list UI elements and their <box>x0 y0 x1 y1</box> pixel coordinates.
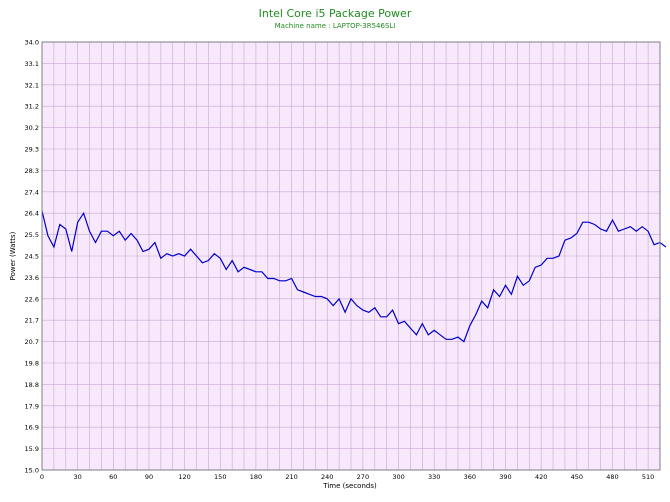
y-tick-label: 25.5 <box>25 231 39 239</box>
x-tick-label: 330 <box>428 473 440 481</box>
y-tick-label: 23.6 <box>25 274 39 282</box>
x-tick-label: 270 <box>357 473 369 481</box>
y-axis-ticks: 15.0 15.9 16.9 17.9 18.8 19.8 20.7 21.7 22.6 23.6… <box>25 39 39 475</box>
y-tick-label: 16.9 <box>25 424 39 432</box>
y-tick-label: 19.8 <box>25 360 39 368</box>
y-tick-label: 22.6 <box>25 295 39 303</box>
y-axis-label: Power (Watts) <box>9 231 17 280</box>
x-tick-label: 300 <box>392 473 404 481</box>
x-tick-label: 150 <box>214 473 226 481</box>
y-tick-label: 15.0 <box>25 467 39 475</box>
y-tick-label: 21.7 <box>25 317 39 325</box>
y-tick-label: 30.2 <box>25 124 39 132</box>
x-tick-label: 30 <box>74 473 82 481</box>
x-tick-label: 450 <box>571 473 583 481</box>
y-tick-label: 28.3 <box>25 167 39 175</box>
y-tick-label: 15.9 <box>25 445 39 453</box>
y-tick-label: 18.8 <box>25 381 39 389</box>
x-tick-label: 510 <box>642 473 654 481</box>
y-tick-label: 17.9 <box>25 402 39 410</box>
x-tick-label: 180 <box>250 473 262 481</box>
x-tick-label: 60 <box>109 473 117 481</box>
y-tick-label: 29.3 <box>25 146 39 154</box>
y-tick-label: 26.4 <box>25 210 39 218</box>
x-tick-label: 360 <box>464 473 476 481</box>
plot-frame <box>41 41 661 471</box>
x-tick-label: 120 <box>178 473 190 481</box>
x-tick-label: 480 <box>606 473 618 481</box>
x-tick-label: 390 <box>499 473 511 481</box>
x-tick-label: 210 <box>285 473 297 481</box>
grid <box>41 41 661 471</box>
chart-subtitle: Machine name : LAPTOP-3R546SLI <box>275 22 396 30</box>
y-tick-label: 33.1 <box>25 60 39 68</box>
x-tick-label: 0 <box>40 473 44 481</box>
y-tick-label: 24.5 <box>25 253 39 261</box>
x-tick-label: 420 <box>535 473 547 481</box>
x-tick-label: 90 <box>145 473 153 481</box>
x-tick-label: 240 <box>321 473 333 481</box>
y-tick-label: 27.4 <box>25 188 39 196</box>
y-tick-label: 20.7 <box>25 338 39 346</box>
y-tick-label: 34.0 <box>25 39 39 47</box>
y-tick-label: 31.2 <box>25 103 39 111</box>
x-axis-ticks: 0 30 60 90 120 150 180 210 240 270 300 330 360 390 420… <box>40 473 654 481</box>
chart-title: Intel Core i5 Package Power <box>259 7 412 20</box>
x-axis-label: Time (seconds) <box>322 482 377 490</box>
y-tick-label: 32.1 <box>25 81 39 89</box>
series-line-package-power <box>41 210 667 343</box>
